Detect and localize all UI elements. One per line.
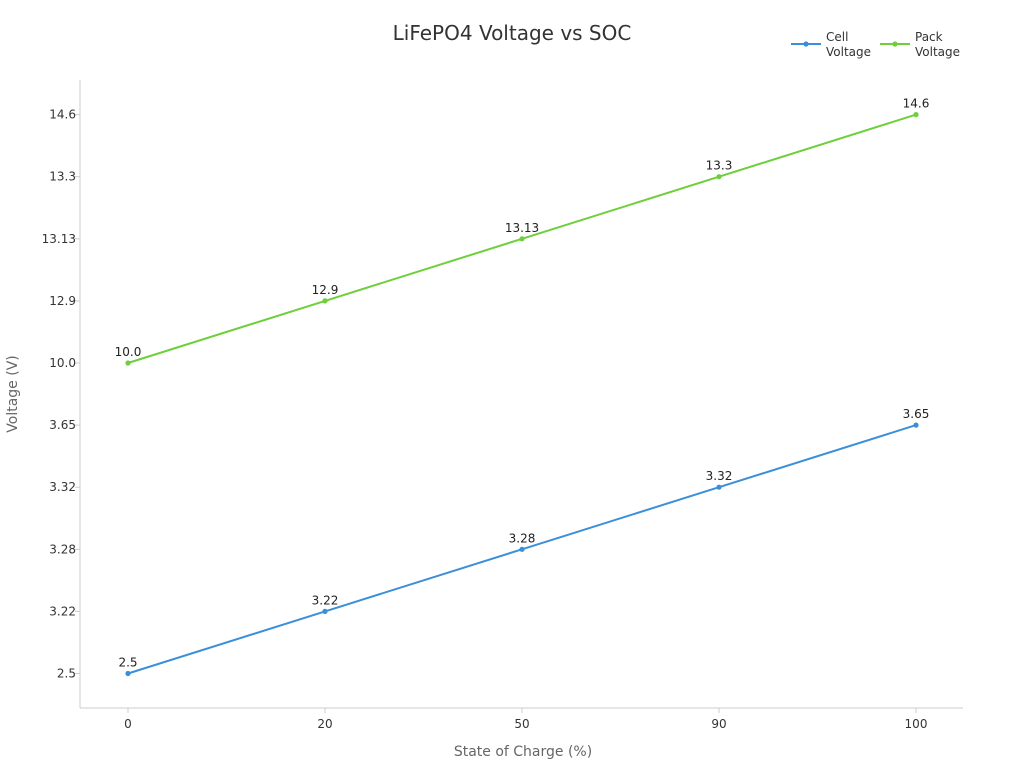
y-tick-label-7: 13.13 [42,232,76,246]
data-label-cell-voltage-4: 3.65 [903,407,930,421]
y-tick-label-6: 12.9 [49,294,76,308]
data-label-pack-voltage-2: 13.13 [505,221,539,235]
y-tick-label-0: 2.5 [57,667,76,681]
y-tick-label-3: 3.32 [49,480,76,494]
data-label-cell-voltage-3: 3.32 [706,469,733,483]
y-tick-label-2: 3.28 [49,542,76,556]
legend-item-cell-voltage[interactable]: Cell Voltage [791,30,871,59]
data-point-pack-voltage-3[interactable] [716,174,722,180]
data-point-pack-voltage-0[interactable] [125,360,131,366]
y-tick-label-8: 13.3 [49,170,76,184]
x-axis-title: State of Charge (%) [454,744,592,760]
series-pack-voltage: 10.0 12.9 13.13 13.3 14.6 [115,97,930,366]
data-label-cell-voltage-1: 3.22 [312,593,339,607]
x-axis-ticks: 0 20 50 90 100 [124,708,927,731]
data-point-cell-voltage-4[interactable] [913,422,919,428]
y-axis-title: Voltage (V) [5,355,21,432]
x-tick-label-4: 100 [905,717,928,731]
legend-label: Pack Voltage [915,30,960,59]
x-tick-label-1: 20 [317,717,332,731]
x-tick-label-3: 90 [711,717,726,731]
y-tick-label-5: 10.0 [49,356,76,370]
y-tick-label-9: 14.6 [49,108,76,122]
x-tick-label-2: 50 [514,717,529,731]
data-point-pack-voltage-1[interactable] [322,298,328,304]
legend[interactable]: Cell Voltage Pack Voltage [791,30,960,59]
legend-label: Cell Voltage [826,30,871,59]
legend-item-pack-voltage[interactable]: Pack Voltage [880,30,960,59]
data-label-pack-voltage-4: 14.6 [903,97,930,111]
data-label-pack-voltage-3: 13.3 [706,159,733,173]
y-tick-label-4: 3.65 [49,418,76,432]
series-layer: 2.5 3.22 3.28 3.32 3.65 10.0 12.9 13.13 13.3 14.6 [115,97,930,677]
data-point-cell-voltage-3[interactable] [716,484,722,490]
data-label-pack-voltage-0: 10.0 [115,345,142,359]
data-label-cell-voltage-2: 3.28 [509,531,536,545]
x-tick-label-0: 0 [124,717,132,731]
y-tick-label-1: 3.22 [49,604,76,618]
data-point-cell-voltage-1[interactable] [322,608,328,615]
series-cell-voltage: 2.5 3.22 3.28 3.32 3.65 [118,407,930,677]
legend-swatch-marker [892,41,898,47]
data-point-pack-voltage-2[interactable] [519,236,525,242]
data-label-pack-voltage-1: 12.9 [312,283,339,297]
legend-swatch-marker [803,41,809,47]
chart-title: LiFePO4 Voltage vs SOC [393,21,632,45]
data-point-pack-voltage-4[interactable] [913,112,919,118]
data-label-cell-voltage-0: 2.5 [118,656,137,670]
data-point-cell-voltage-2[interactable] [519,546,525,552]
y-axis-ticks: 2.5 3.22 3.28 3.32 3.65 10.0 12.9 13.13 13.3 14.6 [42,108,80,681]
data-point-cell-voltage-0[interactable] [125,670,131,677]
